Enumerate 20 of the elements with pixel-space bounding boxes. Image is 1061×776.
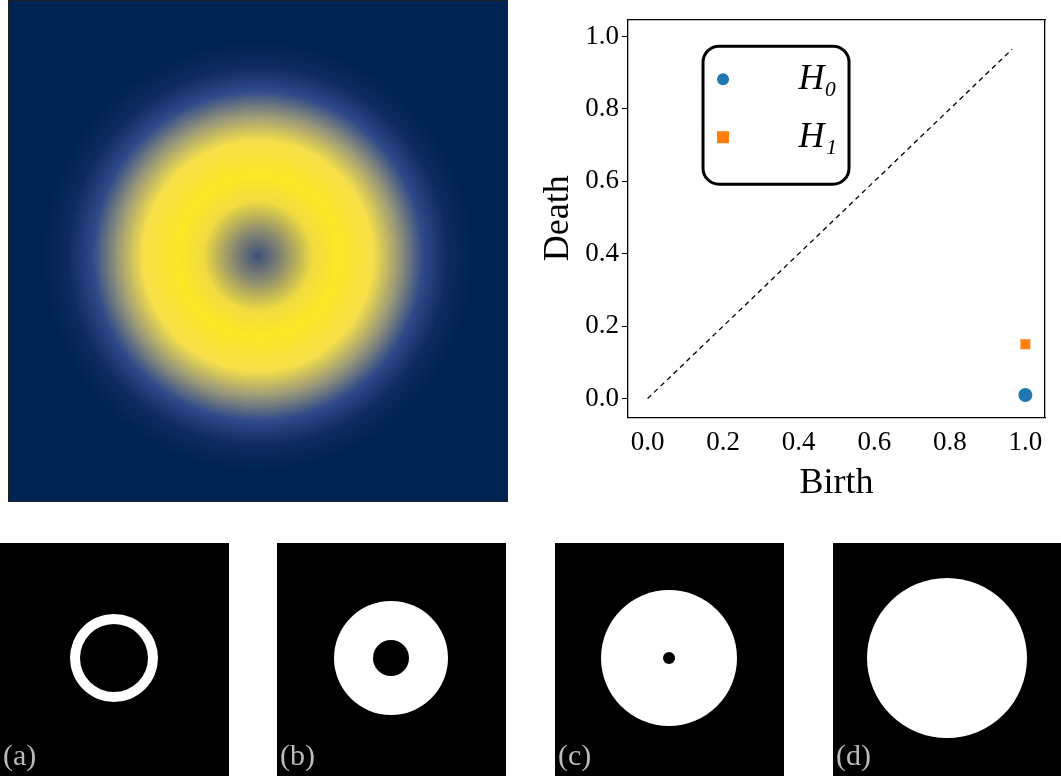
x-tick-label: 0.6 [857, 425, 892, 456]
text: (c) [558, 738, 592, 772]
text: (b) [280, 738, 315, 772]
x-tick-label: 0.0 [630, 425, 665, 456]
text: (d) [836, 738, 871, 772]
text: (a) [3, 738, 37, 772]
x-tick-label: 1.0 [1008, 425, 1043, 456]
y-tick-label: 0.2 [585, 309, 619, 340]
y-tick-label: 1.0 [585, 19, 619, 50]
legend-label: H₀ [797, 56, 838, 97]
y-tick-label: 0.6 [585, 164, 619, 195]
x-tick-label: 0.8 [932, 425, 967, 456]
y-tick-label: 0.8 [585, 92, 619, 123]
x-axis-title: Birth [799, 460, 874, 501]
y-tick-label: 0.4 [585, 236, 620, 267]
x-tick-label: 0.4 [781, 425, 817, 456]
y-axis-title: Death [536, 175, 577, 262]
y-tick-label: 0.0 [585, 381, 619, 412]
x-tick-label: 0.2 [706, 425, 741, 456]
legend-label: H₁ [797, 114, 838, 155]
